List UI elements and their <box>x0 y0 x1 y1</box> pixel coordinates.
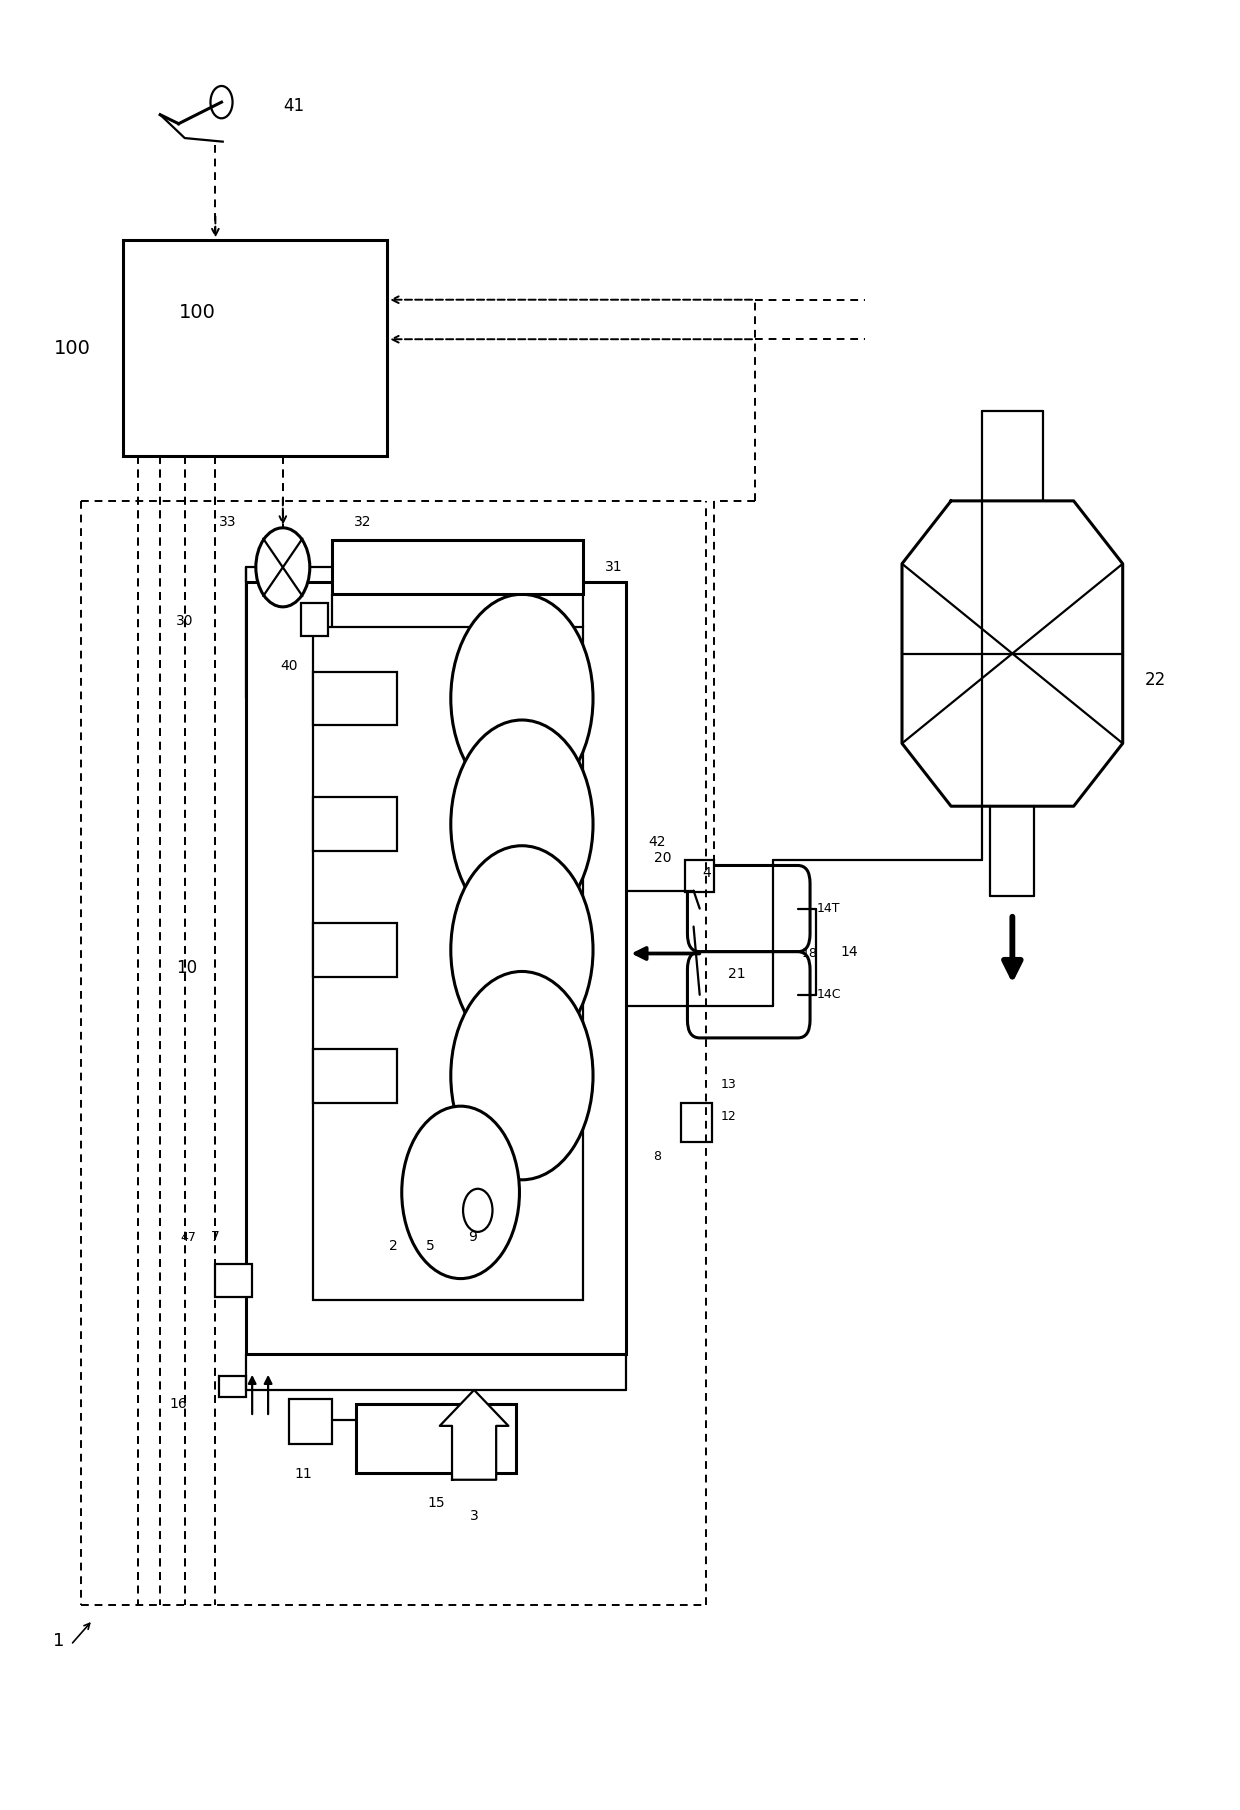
Text: 14C: 14C <box>816 988 841 1001</box>
Text: 4: 4 <box>702 865 711 880</box>
FancyBboxPatch shape <box>687 865 810 952</box>
Text: 47: 47 <box>181 1231 196 1243</box>
Bar <box>301 603 329 635</box>
Text: 42: 42 <box>649 834 666 849</box>
Text: 41: 41 <box>283 96 304 114</box>
Text: 2: 2 <box>389 1240 398 1253</box>
Bar <box>314 672 397 726</box>
Text: 16: 16 <box>170 1397 187 1412</box>
Text: 20: 20 <box>655 851 672 865</box>
Text: 21: 21 <box>728 967 745 981</box>
Text: 1: 1 <box>53 1633 64 1651</box>
Bar <box>314 796 397 851</box>
Circle shape <box>451 594 593 802</box>
Circle shape <box>463 1189 492 1233</box>
Polygon shape <box>901 501 1122 805</box>
Bar <box>356 1405 516 1473</box>
Text: 15: 15 <box>428 1497 445 1510</box>
Text: 12: 12 <box>720 1111 737 1124</box>
Bar <box>289 1399 332 1444</box>
Text: 5: 5 <box>425 1240 434 1253</box>
Polygon shape <box>440 1390 508 1481</box>
Text: 14T: 14T <box>816 901 839 916</box>
Bar <box>314 1048 397 1102</box>
Bar <box>124 241 387 456</box>
Text: 8: 8 <box>652 1149 661 1164</box>
Circle shape <box>451 720 593 929</box>
Bar <box>332 541 583 594</box>
Text: 31: 31 <box>605 561 622 574</box>
Text: 11: 11 <box>295 1468 312 1481</box>
Bar <box>314 626 583 1300</box>
Bar <box>246 581 626 1354</box>
Circle shape <box>402 1106 520 1278</box>
Text: 10: 10 <box>176 959 197 977</box>
Text: 32: 32 <box>353 516 371 530</box>
Text: 40: 40 <box>280 659 298 673</box>
Text: 18: 18 <box>802 947 818 959</box>
Text: 3: 3 <box>470 1510 479 1522</box>
Bar <box>216 1263 252 1296</box>
Text: 22: 22 <box>1145 672 1166 690</box>
Text: 7: 7 <box>211 1231 219 1243</box>
Circle shape <box>255 529 310 606</box>
Circle shape <box>451 845 593 1053</box>
Circle shape <box>211 85 233 118</box>
Circle shape <box>451 972 593 1180</box>
Bar <box>684 860 714 892</box>
Text: 13: 13 <box>720 1079 737 1091</box>
Text: 100: 100 <box>179 302 216 322</box>
Bar <box>314 923 397 977</box>
Bar <box>681 1102 712 1142</box>
FancyBboxPatch shape <box>687 952 810 1037</box>
Text: 14: 14 <box>841 945 858 959</box>
Bar <box>219 1376 246 1397</box>
Text: 33: 33 <box>219 516 237 530</box>
Text: 9: 9 <box>469 1231 477 1243</box>
Text: 30: 30 <box>176 614 193 628</box>
Text: 100: 100 <box>53 338 91 358</box>
